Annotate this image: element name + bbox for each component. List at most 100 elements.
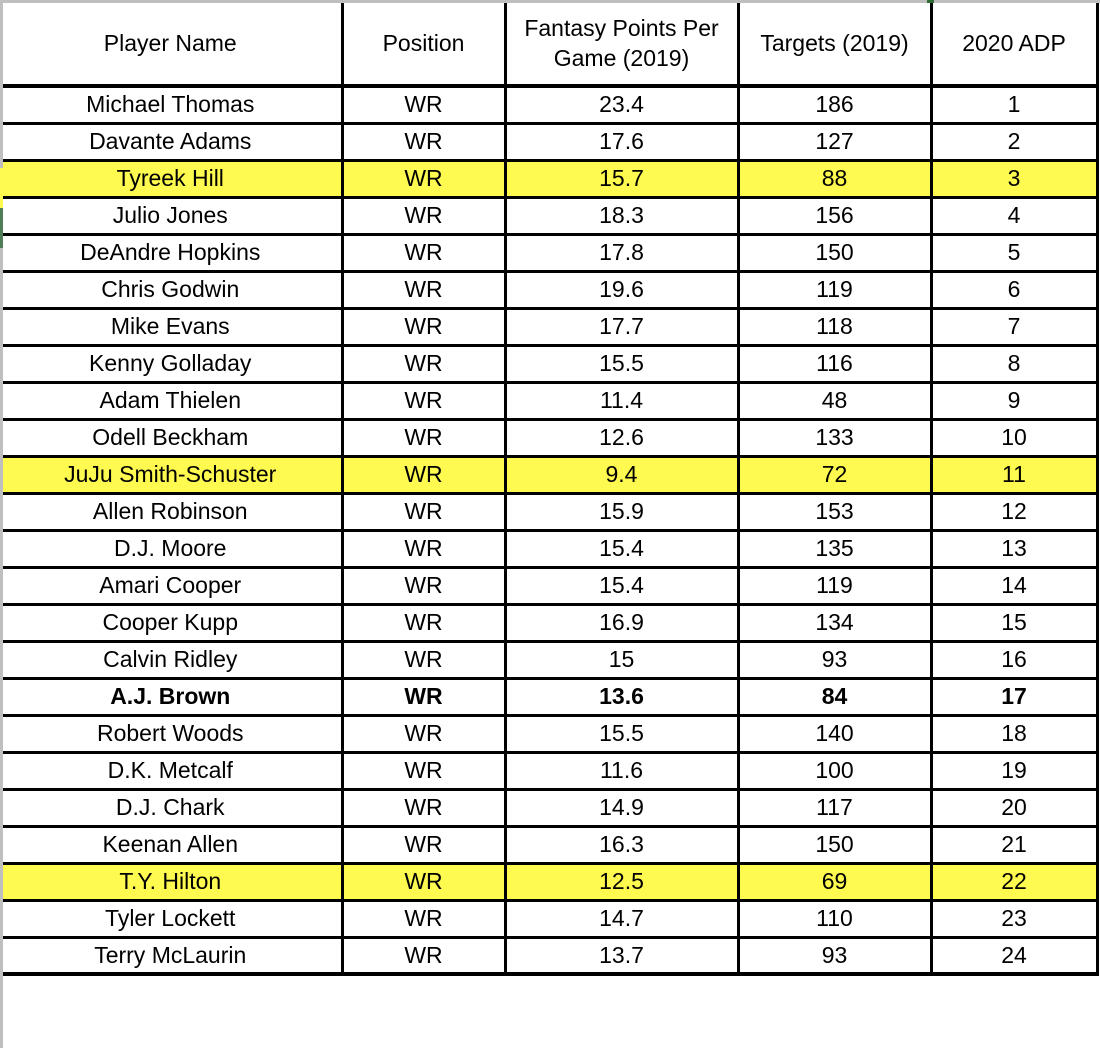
- cell-player[interactable]: Cooper Kupp: [0, 602, 344, 643]
- column-header-adp[interactable]: 2020 ADP: [929, 3, 1099, 88]
- cell-adp[interactable]: 22: [929, 861, 1099, 902]
- cell-position[interactable]: WR: [340, 861, 507, 902]
- cell-adp[interactable]: 20: [929, 787, 1099, 828]
- cell-targets[interactable]: 134: [736, 602, 933, 643]
- cell-targets[interactable]: 150: [736, 232, 933, 273]
- column-header-player[interactable]: Player Name: [0, 3, 344, 88]
- cell-adp[interactable]: 23: [929, 898, 1099, 939]
- cell-fppg[interactable]: 15.7: [503, 158, 740, 199]
- cell-targets[interactable]: 156: [736, 195, 933, 236]
- cell-targets[interactable]: 133: [736, 417, 933, 458]
- column-header-position[interactable]: Position: [340, 3, 507, 88]
- cell-adp[interactable]: 4: [929, 195, 1099, 236]
- cell-adp[interactable]: 2: [929, 121, 1099, 162]
- cell-targets[interactable]: 117: [736, 787, 933, 828]
- cell-position[interactable]: WR: [340, 195, 507, 236]
- cell-fppg[interactable]: 11.4: [503, 380, 740, 421]
- cell-targets[interactable]: 48: [736, 380, 933, 421]
- cell-position[interactable]: WR: [340, 121, 507, 162]
- cell-player[interactable]: Tyreek Hill: [0, 158, 344, 199]
- cell-fppg[interactable]: 11.6: [503, 750, 740, 791]
- cell-adp[interactable]: 6: [929, 269, 1099, 310]
- cell-fppg[interactable]: 18.3: [503, 195, 740, 236]
- cell-position[interactable]: WR: [340, 898, 507, 939]
- cell-position[interactable]: WR: [340, 343, 507, 384]
- cell-position[interactable]: WR: [340, 84, 507, 125]
- cell-player[interactable]: Julio Jones: [0, 195, 344, 236]
- cell-targets[interactable]: 119: [736, 269, 933, 310]
- cell-position[interactable]: WR: [340, 676, 507, 717]
- cell-fppg[interactable]: 12.6: [503, 417, 740, 458]
- cell-targets[interactable]: 93: [736, 639, 933, 680]
- cell-adp[interactable]: 5: [929, 232, 1099, 273]
- cell-adp[interactable]: 18: [929, 713, 1099, 754]
- cell-position[interactable]: WR: [340, 639, 507, 680]
- cell-position[interactable]: WR: [340, 454, 507, 495]
- cell-position[interactable]: WR: [340, 158, 507, 199]
- cell-adp[interactable]: 11: [929, 454, 1099, 495]
- cell-player[interactable]: Tyler Lockett: [0, 898, 344, 939]
- cell-fppg[interactable]: 9.4: [503, 454, 740, 495]
- cell-player[interactable]: D.J. Chark: [0, 787, 344, 828]
- cell-targets[interactable]: 110: [736, 898, 933, 939]
- cell-fppg[interactable]: 16.9: [503, 602, 740, 643]
- cell-player[interactable]: Keenan Allen: [0, 824, 344, 865]
- cell-position[interactable]: WR: [340, 935, 507, 976]
- cell-player[interactable]: DeAndre Hopkins: [0, 232, 344, 273]
- cell-targets[interactable]: 116: [736, 343, 933, 384]
- cell-fppg[interactable]: 16.3: [503, 824, 740, 865]
- cell-fppg[interactable]: 14.7: [503, 898, 740, 939]
- cell-position[interactable]: WR: [340, 417, 507, 458]
- cell-adp[interactable]: 14: [929, 565, 1099, 606]
- cell-player[interactable]: Terry McLaurin: [0, 935, 344, 976]
- cell-targets[interactable]: 84: [736, 676, 933, 717]
- cell-adp[interactable]: 16: [929, 639, 1099, 680]
- cell-adp[interactable]: 9: [929, 380, 1099, 421]
- cell-fppg[interactable]: 17.7: [503, 306, 740, 347]
- cell-adp[interactable]: 17: [929, 676, 1099, 717]
- cell-player[interactable]: JuJu Smith-Schuster: [0, 454, 344, 495]
- cell-targets[interactable]: 93: [736, 935, 933, 976]
- cell-fppg[interactable]: 13.6: [503, 676, 740, 717]
- column-header-fppg[interactable]: Fantasy Points Per Game (2019): [503, 3, 740, 88]
- cell-targets[interactable]: 69: [736, 861, 933, 902]
- cell-targets[interactable]: 72: [736, 454, 933, 495]
- cell-player[interactable]: Amari Cooper: [0, 565, 344, 606]
- cell-adp[interactable]: 13: [929, 528, 1099, 569]
- cell-adp[interactable]: 10: [929, 417, 1099, 458]
- cell-player[interactable]: Mike Evans: [0, 306, 344, 347]
- cell-adp[interactable]: 1: [929, 84, 1099, 125]
- cell-adp[interactable]: 12: [929, 491, 1099, 532]
- cell-fppg[interactable]: 15.4: [503, 528, 740, 569]
- cell-fppg[interactable]: 15.5: [503, 343, 740, 384]
- column-header-targets[interactable]: Targets (2019): [736, 3, 933, 88]
- cell-fppg[interactable]: 23.4: [503, 84, 740, 125]
- cell-fppg[interactable]: 17.6: [503, 121, 740, 162]
- cell-position[interactable]: WR: [340, 602, 507, 643]
- cell-targets[interactable]: 100: [736, 750, 933, 791]
- cell-adp[interactable]: 8: [929, 343, 1099, 384]
- cell-fppg[interactable]: 14.9: [503, 787, 740, 828]
- cell-adp[interactable]: 24: [929, 935, 1099, 976]
- cell-player[interactable]: D.J. Moore: [0, 528, 344, 569]
- cell-fppg[interactable]: 15.5: [503, 713, 740, 754]
- cell-adp[interactable]: 21: [929, 824, 1099, 865]
- cell-player[interactable]: D.K. Metcalf: [0, 750, 344, 791]
- cell-fppg[interactable]: 13.7: [503, 935, 740, 976]
- cell-position[interactable]: WR: [340, 491, 507, 532]
- cell-targets[interactable]: 119: [736, 565, 933, 606]
- cell-position[interactable]: WR: [340, 713, 507, 754]
- cell-position[interactable]: WR: [340, 380, 507, 421]
- cell-targets[interactable]: 140: [736, 713, 933, 754]
- cell-player[interactable]: T.Y. Hilton: [0, 861, 344, 902]
- cell-position[interactable]: WR: [340, 269, 507, 310]
- cell-player[interactable]: Kenny Golladay: [0, 343, 344, 384]
- cell-position[interactable]: WR: [340, 528, 507, 569]
- cell-adp[interactable]: 19: [929, 750, 1099, 791]
- cell-adp[interactable]: 7: [929, 306, 1099, 347]
- cell-player[interactable]: Odell Beckham: [0, 417, 344, 458]
- cell-targets[interactable]: 127: [736, 121, 933, 162]
- cell-player[interactable]: Davante Adams: [0, 121, 344, 162]
- cell-fppg[interactable]: 12.5: [503, 861, 740, 902]
- cell-fppg[interactable]: 15.9: [503, 491, 740, 532]
